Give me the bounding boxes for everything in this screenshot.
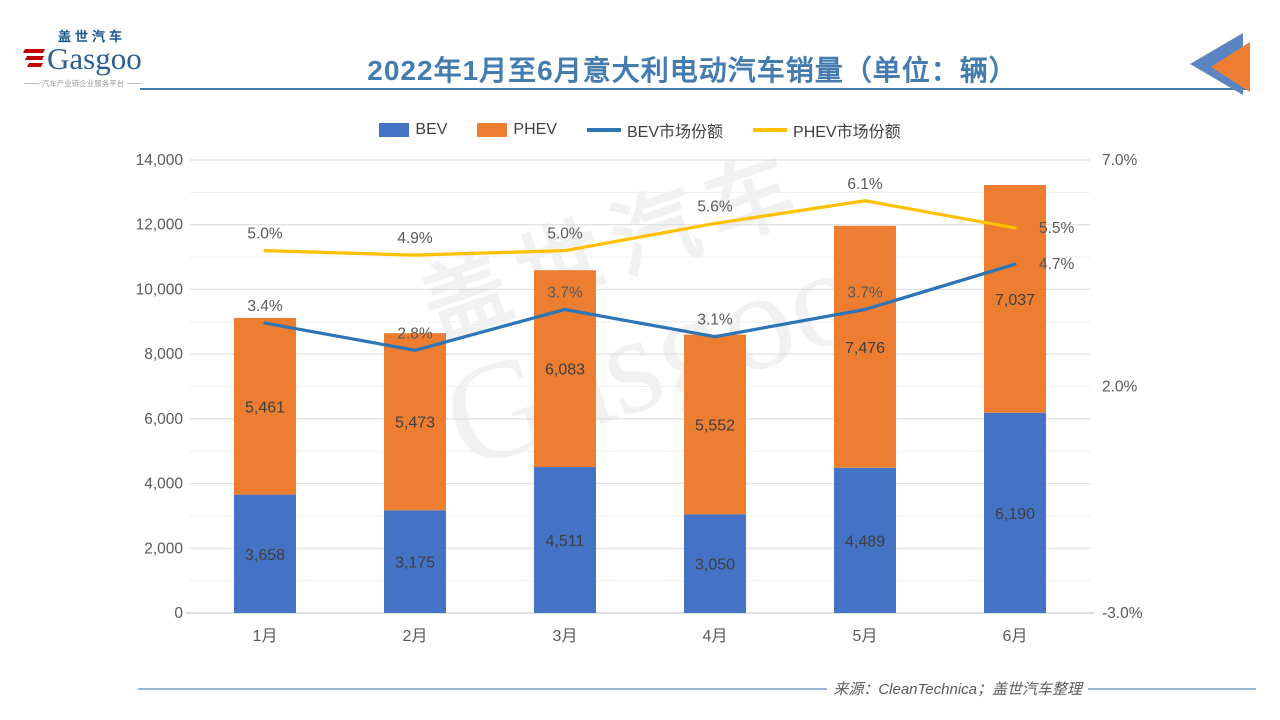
left-axis-tick: 10,000 [136, 281, 184, 298]
bar-segment-bev [834, 467, 896, 613]
share-point-label: 5.6% [697, 198, 733, 215]
bar-segment-phev [234, 317, 296, 495]
left-axis-tick: 14,000 [136, 152, 184, 169]
x-axis-label: 3月 [553, 628, 578, 645]
left-axis-tick: 0 [174, 605, 183, 622]
share-point-label: 6.1% [847, 176, 883, 193]
bar-segment-bev [984, 412, 1046, 613]
left-axis-tick: 12,000 [136, 217, 184, 234]
x-axis-label: 4月 [703, 628, 728, 645]
bev-value-label: 3,175 [395, 555, 435, 572]
x-axis-label: 1月 [253, 628, 278, 645]
chart-title: 2022年1月至6月意大利电动汽车销量（单位：辆） [367, 55, 1018, 86]
x-axis-label: 2月 [403, 628, 428, 645]
legend-swatch [753, 128, 788, 132]
share-point-label: 3.7% [847, 284, 883, 301]
bar-segment-phev [834, 225, 896, 468]
left-axis-tick: 6,000 [144, 411, 183, 428]
bar-segment-bev [534, 467, 596, 613]
share-point-label: 2.8% [397, 325, 433, 342]
left-axis-tick: 2,000 [144, 540, 183, 557]
share-point-label: 4.9% [397, 230, 433, 247]
bev-value-label: 6,190 [995, 506, 1035, 523]
bar-segment-phev [384, 333, 446, 511]
share-point-label: 5.5% [1039, 220, 1075, 237]
left-axis-tick: 4,000 [144, 476, 183, 493]
bev-value-label: 3,658 [245, 547, 285, 564]
footer-rule-left [138, 687, 828, 690]
share-point-label: 4.7% [1039, 256, 1075, 273]
chart-legend: BEV PHEV BEV市场份额 PHEV市场份额 [0, 118, 1280, 142]
bar-segment-phev [684, 334, 746, 515]
legend-item-bev[interactable]: BEV [379, 121, 447, 139]
bev-value-label: 4,489 [845, 533, 885, 550]
logo-english-name: Gasgoo [47, 41, 142, 76]
left-axis-tick: 8,000 [144, 346, 183, 363]
x-axis-label: 6月 [1003, 628, 1028, 645]
logo-tagline: 汽车产业链企业服务平台 [24, 78, 142, 89]
footer: 来源：CleanTechnica；盖世汽车整理 [138, 678, 1256, 699]
bar-segment-bev [234, 494, 296, 613]
gasgoo-logo: 盖世汽车 Gasgoo 汽车产业链企业服务平台 [22, 26, 142, 89]
share-point-label: 3.7% [547, 284, 583, 301]
right-axis-tick: -3.0% [1102, 605, 1143, 622]
x-axis-label: 5月 [853, 628, 878, 645]
phev-value-label: 7,037 [995, 292, 1035, 309]
phev-value-label: 5,461 [245, 399, 285, 416]
phev-value-label: 5,552 [695, 417, 735, 434]
share-point-label: 3.1% [697, 312, 733, 329]
legend-label: PHEV [513, 121, 557, 138]
legend-item-phev[interactable]: PHEV [477, 121, 557, 139]
title-underline [140, 88, 1250, 90]
phev-value-label: 7,476 [845, 340, 885, 357]
bar-segment-phev [534, 270, 596, 468]
bev-value-label: 3,050 [695, 557, 735, 574]
share-point-label: 5.0% [547, 226, 583, 243]
share-line [263, 199, 1017, 257]
legend-swatch [477, 123, 508, 137]
bar-segment-bev [684, 514, 746, 613]
legend-label: BEV市场份额 [626, 124, 724, 141]
phev-value-label: 5,473 [395, 415, 435, 432]
right-axis-tick: 2.0% [1102, 379, 1138, 396]
logo-chinese-name: 盖世汽车 [58, 29, 127, 44]
legend-swatch [379, 123, 410, 137]
source-text: 来源：CleanTechnica；盖世汽车整理 [833, 681, 1082, 698]
legend-label: BEV [415, 121, 448, 138]
share-point-label: 5.0% [247, 226, 283, 243]
bev-value-label: 4,511 [546, 533, 585, 550]
legend-item-bev市场份额[interactable]: BEV市场份额 [586, 118, 724, 142]
legend-swatch [586, 128, 621, 132]
legend-item-phev市场份额[interactable]: PHEV市场份额 [753, 118, 901, 142]
phev-value-label: 6,083 [545, 362, 585, 379]
footer-rule-right [1088, 687, 1256, 690]
share-point-label: 3.4% [247, 298, 283, 315]
share-line [263, 262, 1017, 352]
legend-label: PHEV市场份额 [793, 124, 901, 141]
bar-segment-bev [384, 510, 446, 613]
right-axis-tick: 7.0% [1102, 152, 1138, 169]
